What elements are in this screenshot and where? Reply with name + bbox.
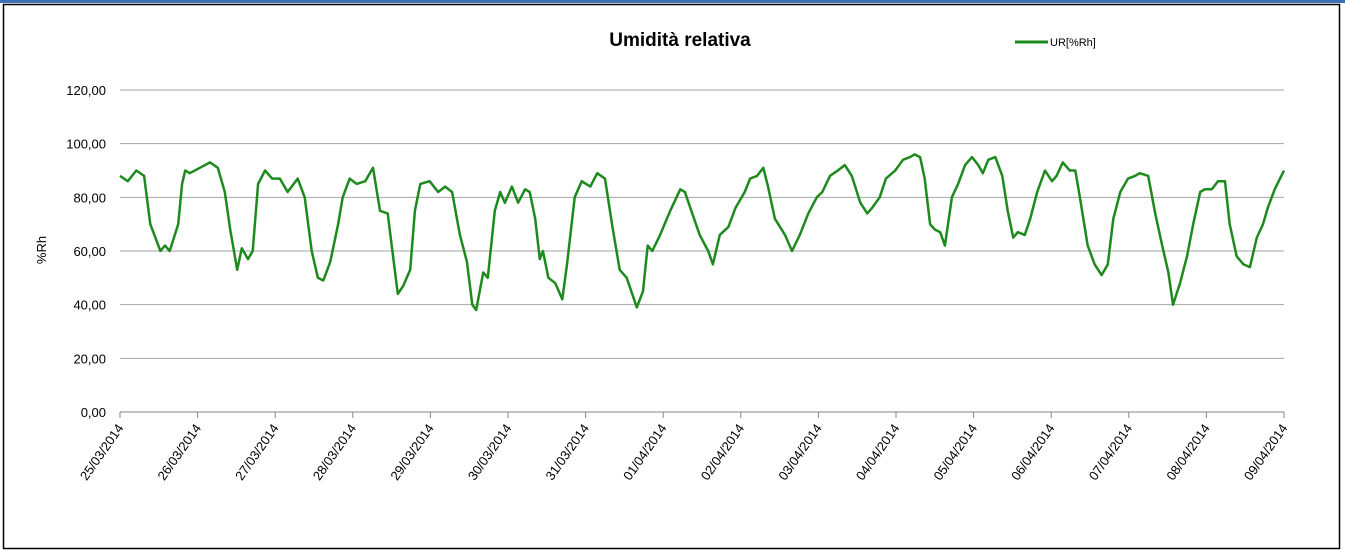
y-tick-label: 60,00 bbox=[73, 244, 106, 259]
chart-title: Umidità relativa bbox=[609, 30, 751, 51]
frame bbox=[2, 3, 1341, 550]
legend-label: UR[%Rh] bbox=[1050, 37, 1096, 49]
y-tick-label: 0,00 bbox=[81, 405, 106, 420]
y-tick-label: 80,00 bbox=[73, 190, 106, 205]
y-tick-label: 20,00 bbox=[73, 351, 106, 366]
y-tick-label: 100,00 bbox=[66, 137, 106, 152]
y-axis-label: %Rh bbox=[34, 236, 49, 264]
y-tick-label: 40,00 bbox=[73, 298, 106, 313]
line-series bbox=[119, 153, 1286, 312]
y-tick-label: 120,00 bbox=[66, 83, 106, 98]
top-bar bbox=[0, 0, 1345, 3]
